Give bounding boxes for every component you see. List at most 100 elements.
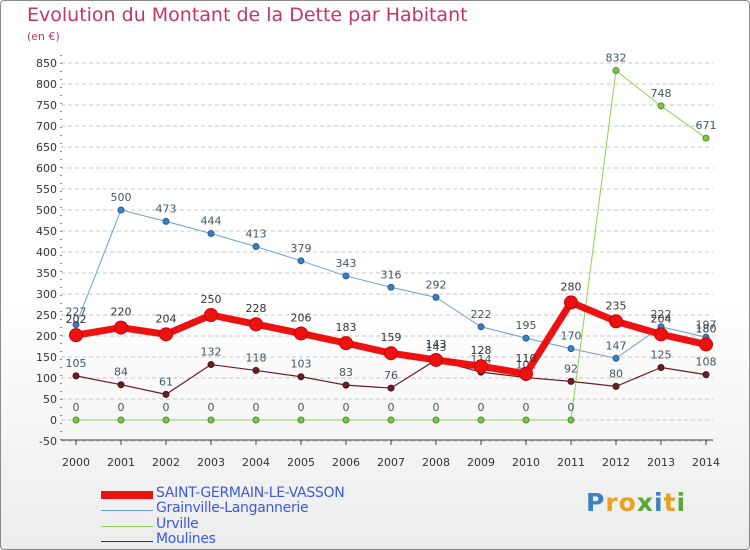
data-label-moulines: 108 — [696, 356, 717, 369]
data-label-urville: 0 — [388, 401, 395, 414]
data-label-saint-germain-le-vasson: 128 — [471, 344, 492, 357]
x-tick-label: 2002 — [152, 456, 180, 469]
data-point-moulines — [252, 366, 260, 374]
y-tick-label: 300 — [36, 288, 57, 301]
data-label-grainville-langannerie: 343 — [336, 257, 357, 270]
data-point-saint-germain-le-vasson — [204, 308, 218, 322]
data-label-urville: 0 — [73, 401, 80, 414]
data-label-grainville-langannerie: 413 — [246, 228, 267, 241]
x-tick-label: 2000 — [62, 456, 90, 469]
data-point-urville — [432, 416, 440, 424]
logo-letter: i — [676, 488, 687, 517]
data-point-grainville-langannerie — [612, 354, 620, 362]
legend-label-grainville: Grainville-Langannerie — [156, 500, 309, 516]
y-tick-label: 400 — [36, 246, 57, 259]
y-tick-label: 150 — [36, 351, 57, 364]
data-point-moulines — [207, 361, 215, 369]
data-point-grainville-langannerie — [432, 293, 440, 301]
data-point-urville — [657, 102, 665, 110]
y-tick-label: 700 — [36, 120, 57, 133]
data-point-moulines — [72, 372, 80, 380]
data-point-grainville-langannerie — [207, 230, 215, 238]
y-tick-label: 500 — [36, 204, 57, 217]
data-point-saint-germain-le-vasson — [474, 359, 488, 374]
data-point-saint-germain-le-vasson — [654, 327, 668, 342]
data-label-moulines: 80 — [609, 367, 623, 380]
data-label-moulines: 118 — [246, 351, 267, 364]
data-point-grainville-langannerie — [477, 323, 485, 331]
data-label-moulines: 61 — [159, 375, 173, 388]
data-point-urville — [522, 416, 530, 424]
data-point-grainville-langannerie — [117, 206, 125, 214]
data-label-saint-germain-le-vasson: 280 — [561, 280, 582, 293]
data-label-urville: 0 — [568, 401, 575, 414]
data-point-grainville-langannerie — [297, 257, 305, 265]
data-point-saint-germain-le-vasson — [159, 327, 173, 342]
data-point-moulines — [162, 390, 170, 398]
x-tick-label: 2005 — [287, 456, 315, 469]
data-label-saint-germain-le-vasson: 235 — [606, 299, 627, 312]
x-tick-label: 2010 — [512, 456, 540, 469]
logo-letter: r — [605, 488, 619, 517]
data-label-moulines: 83 — [339, 366, 353, 379]
data-point-grainville-langannerie — [342, 272, 350, 280]
x-tick-label: 2012 — [602, 456, 630, 469]
data-point-grainville-langannerie — [162, 217, 170, 225]
legend-swatch-saint-germain — [101, 491, 153, 499]
data-point-moulines — [342, 381, 350, 389]
data-point-moulines — [657, 364, 665, 371]
data-label-saint-germain-le-vasson: 204 — [651, 312, 672, 325]
data-label-grainville-langannerie: 222 — [471, 308, 492, 321]
data-label-moulines: 103 — [291, 358, 312, 371]
x-tick-label: 2009 — [467, 456, 495, 469]
y-tick-label: 250 — [36, 309, 57, 322]
data-point-urville — [252, 416, 260, 424]
y-tick-label: 0 — [50, 414, 57, 427]
x-tick-label: 2004 — [242, 456, 270, 469]
data-point-urville — [162, 416, 170, 424]
data-point-saint-germain-le-vasson — [69, 328, 83, 343]
data-point-urville — [387, 416, 395, 424]
data-label-urville: 0 — [478, 401, 485, 414]
y-tick-label: 550 — [36, 183, 57, 196]
logo-letter: o — [618, 488, 637, 517]
data-label-grainville-langannerie: 292 — [426, 278, 447, 291]
x-tick-label: 2013 — [647, 456, 675, 469]
data-label-saint-germain-le-vasson: 110 — [516, 352, 537, 365]
logo-letter: x — [636, 488, 654, 517]
data-label-urville: 0 — [118, 401, 125, 414]
data-label-grainville-langannerie: 170 — [561, 330, 582, 343]
data-label-urville: 0 — [208, 401, 215, 414]
data-point-moulines — [567, 377, 575, 385]
data-label-moulines: 105 — [66, 357, 87, 370]
data-label-saint-germain-le-vasson: 183 — [336, 321, 357, 334]
data-point-saint-germain-le-vasson — [384, 346, 398, 361]
data-point-urville — [342, 416, 350, 424]
data-label-moulines: 92 — [564, 362, 578, 375]
legend-swatch-urville — [101, 526, 153, 527]
legend-label-urville: Urville — [156, 516, 199, 532]
data-label-saint-germain-le-vasson: 220 — [111, 306, 132, 319]
data-point-grainville-langannerie — [72, 321, 80, 329]
data-point-saint-germain-le-vasson — [249, 317, 263, 332]
y-tick-label: 850 — [36, 57, 57, 70]
legend-swatch-moulines — [101, 541, 153, 542]
data-label-saint-germain-le-vasson: 143 — [426, 338, 447, 351]
data-point-saint-germain-le-vasson — [294, 326, 308, 341]
data-point-urville — [207, 416, 215, 424]
proxiti-logo: Proxiti — [586, 488, 686, 517]
data-label-grainville-langannerie: 222 — [651, 308, 672, 321]
data-label-saint-germain-le-vasson: 206 — [291, 311, 312, 324]
logo-letter: i — [654, 488, 664, 517]
x-tick-label: 2006 — [332, 456, 360, 469]
chart-title: Evolution du Montant de la Dette par Hab… — [27, 4, 468, 26]
y-tick-label: 50 — [43, 393, 57, 406]
data-label-urville: 0 — [343, 401, 350, 414]
data-point-moulines — [387, 384, 395, 392]
data-point-moulines — [702, 371, 710, 379]
data-point-grainville-langannerie — [522, 334, 530, 342]
data-label-urville: 671 — [696, 119, 717, 132]
data-label-urville: 0 — [163, 401, 170, 414]
data-point-moulines — [297, 373, 305, 381]
